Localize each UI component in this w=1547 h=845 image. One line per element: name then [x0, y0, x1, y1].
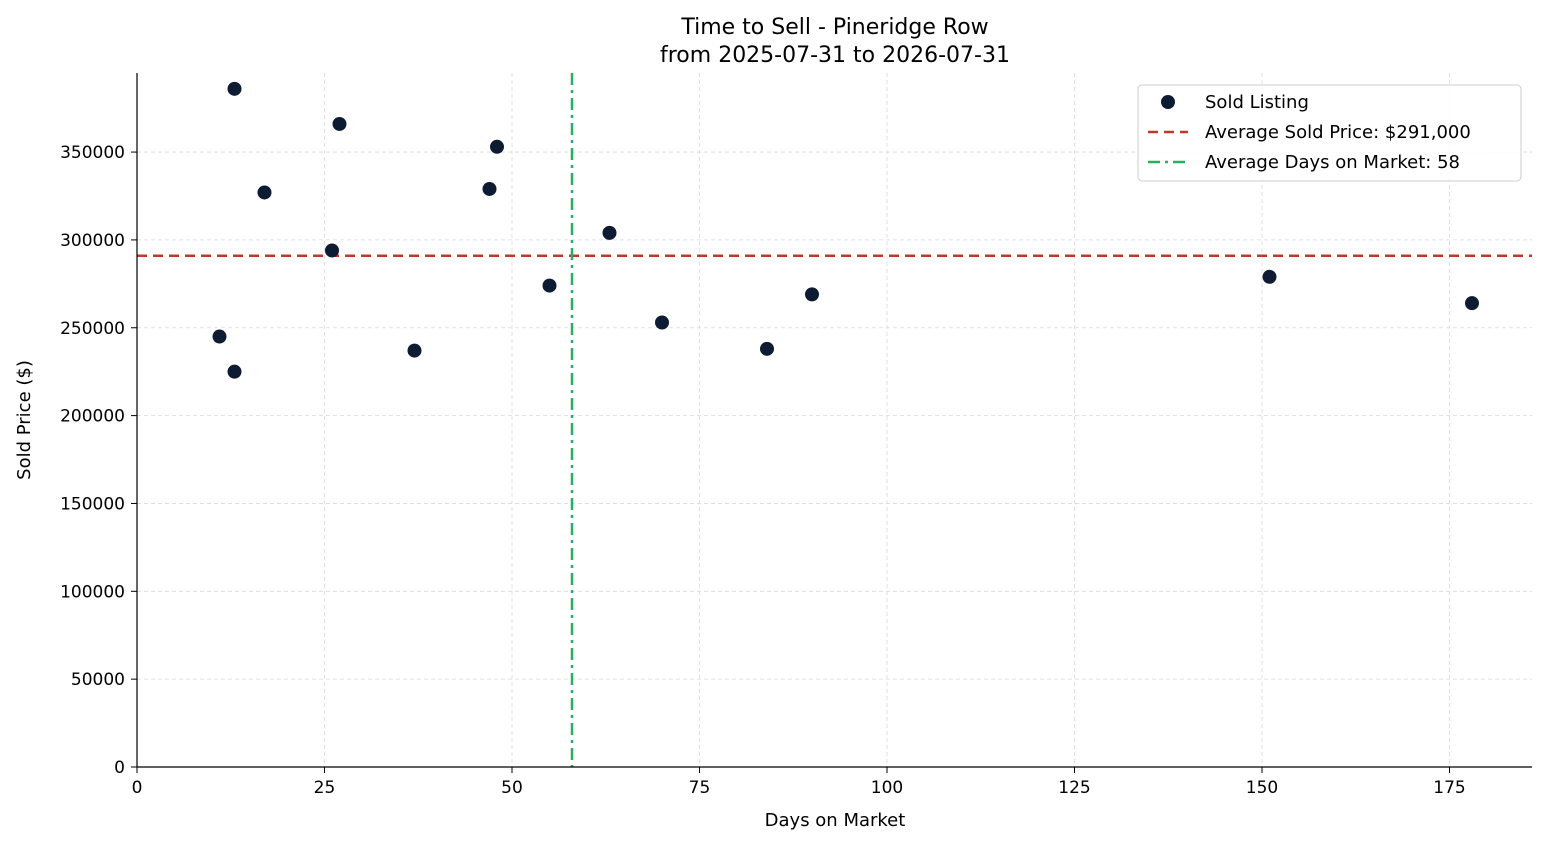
tick-labels: 0 25 50 75 100 125 150 175 0 50000 100000 150000 200…	[60, 143, 1466, 798]
data-points	[212, 81, 1479, 379]
chart-title: Time to Sell - Pineridge Row	[680, 15, 988, 40]
legend-label-sold-listing: Sold Listing	[1205, 92, 1309, 113]
x-tick-label: 0	[132, 778, 143, 798]
data-point	[1262, 269, 1277, 284]
data-point	[227, 81, 242, 96]
data-point	[490, 139, 504, 154]
y-axis-title: Sold Price ($)	[14, 360, 35, 480]
x-axis-title: Days on Market	[765, 810, 906, 831]
axes	[131, 73, 1532, 773]
y-tick-label: 150000	[60, 494, 125, 514]
data-point	[332, 116, 347, 131]
x-tick-label: 25	[314, 778, 336, 798]
y-tick-label: 300000	[60, 231, 125, 251]
data-point	[227, 364, 242, 379]
x-tick-label: 150	[1246, 778, 1278, 798]
legend-label-avg-days: Average Days on Market: 58	[1205, 152, 1460, 173]
reference-lines	[137, 73, 1532, 767]
y-tick-label: 0	[114, 758, 125, 778]
data-point	[212, 329, 227, 344]
legend: Sold Listing Average Sold Price: $291,00…	[1137, 84, 1522, 182]
y-tick-label: 200000	[60, 407, 125, 427]
y-tick-label: 350000	[60, 143, 125, 163]
x-tick-label: 175	[1433, 778, 1465, 798]
data-point	[257, 185, 272, 200]
legend-label-avg-price: Average Sold Price: $291,000	[1205, 122, 1471, 143]
data-point	[760, 341, 774, 356]
x-tick-label: 75	[689, 778, 711, 798]
data-point	[602, 225, 617, 240]
data-point	[407, 343, 422, 358]
y-tick-label: 100000	[60, 582, 125, 602]
x-tick-label: 100	[871, 778, 903, 798]
chart-subtitle: from 2025-07-31 to 2026-07-31	[660, 43, 1010, 68]
data-point	[542, 278, 557, 293]
data-point	[805, 287, 819, 302]
data-point	[655, 315, 669, 330]
data-point	[482, 181, 497, 196]
data-point	[1465, 296, 1479, 311]
x-tick-label: 50	[501, 778, 523, 798]
data-point	[325, 243, 339, 258]
legend-box	[1137, 84, 1522, 182]
legend-marker-sold-listing	[1161, 95, 1175, 109]
y-tick-label: 250000	[60, 319, 125, 339]
x-tick-label: 125	[1058, 778, 1090, 798]
y-tick-label: 50000	[71, 670, 125, 690]
